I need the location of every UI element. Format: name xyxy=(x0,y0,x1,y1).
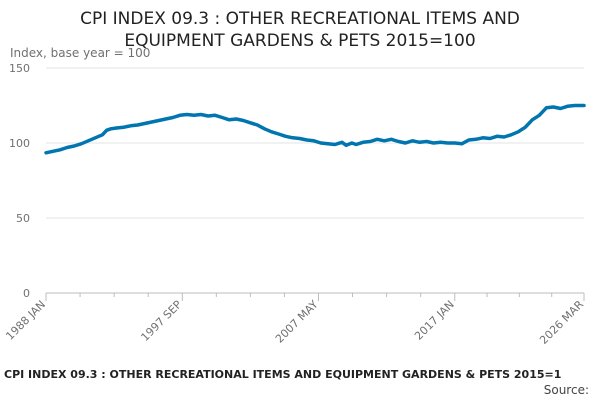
series-group xyxy=(44,103,586,155)
y-tick-labels: 0 50 100 150 xyxy=(9,62,30,300)
x-tick-label: 2007 MAY xyxy=(273,298,321,346)
y-tick-label: 100 xyxy=(9,137,30,150)
chart-title: CPI INDEX 09.3 : OTHER RECREATIONAL ITEM… xyxy=(80,9,520,51)
y-axis-label: Index, base year = 100 xyxy=(10,46,150,60)
x-tick-label: 2017 JAN xyxy=(412,298,457,343)
x-tick-label: 1997 SEP xyxy=(138,298,184,344)
y-tick-label: 50 xyxy=(16,212,30,225)
x-tick-label: 1988 JAN xyxy=(3,298,48,343)
chart-title-line-2: EQUIPMENT GARDENS & PETS 2015=100 xyxy=(124,31,475,51)
y-tick-label: 150 xyxy=(9,62,30,75)
x-tick-label: 2026 MAR xyxy=(537,298,586,347)
source-label: Source: xyxy=(544,383,589,397)
x-axis: 1988 JAN 1997 SEP 2007 MAY 2017 JAN 2026 MAR xyxy=(3,292,586,347)
series-line-0 xyxy=(44,103,586,155)
y-tick-label: 0 xyxy=(23,287,30,300)
chart-title-line-1: CPI INDEX 09.3 : OTHER RECREATIONAL ITEM… xyxy=(80,9,520,29)
chart-footer-title: CPI INDEX 09.3 : OTHER RECREATIONAL ITEM… xyxy=(4,368,561,381)
